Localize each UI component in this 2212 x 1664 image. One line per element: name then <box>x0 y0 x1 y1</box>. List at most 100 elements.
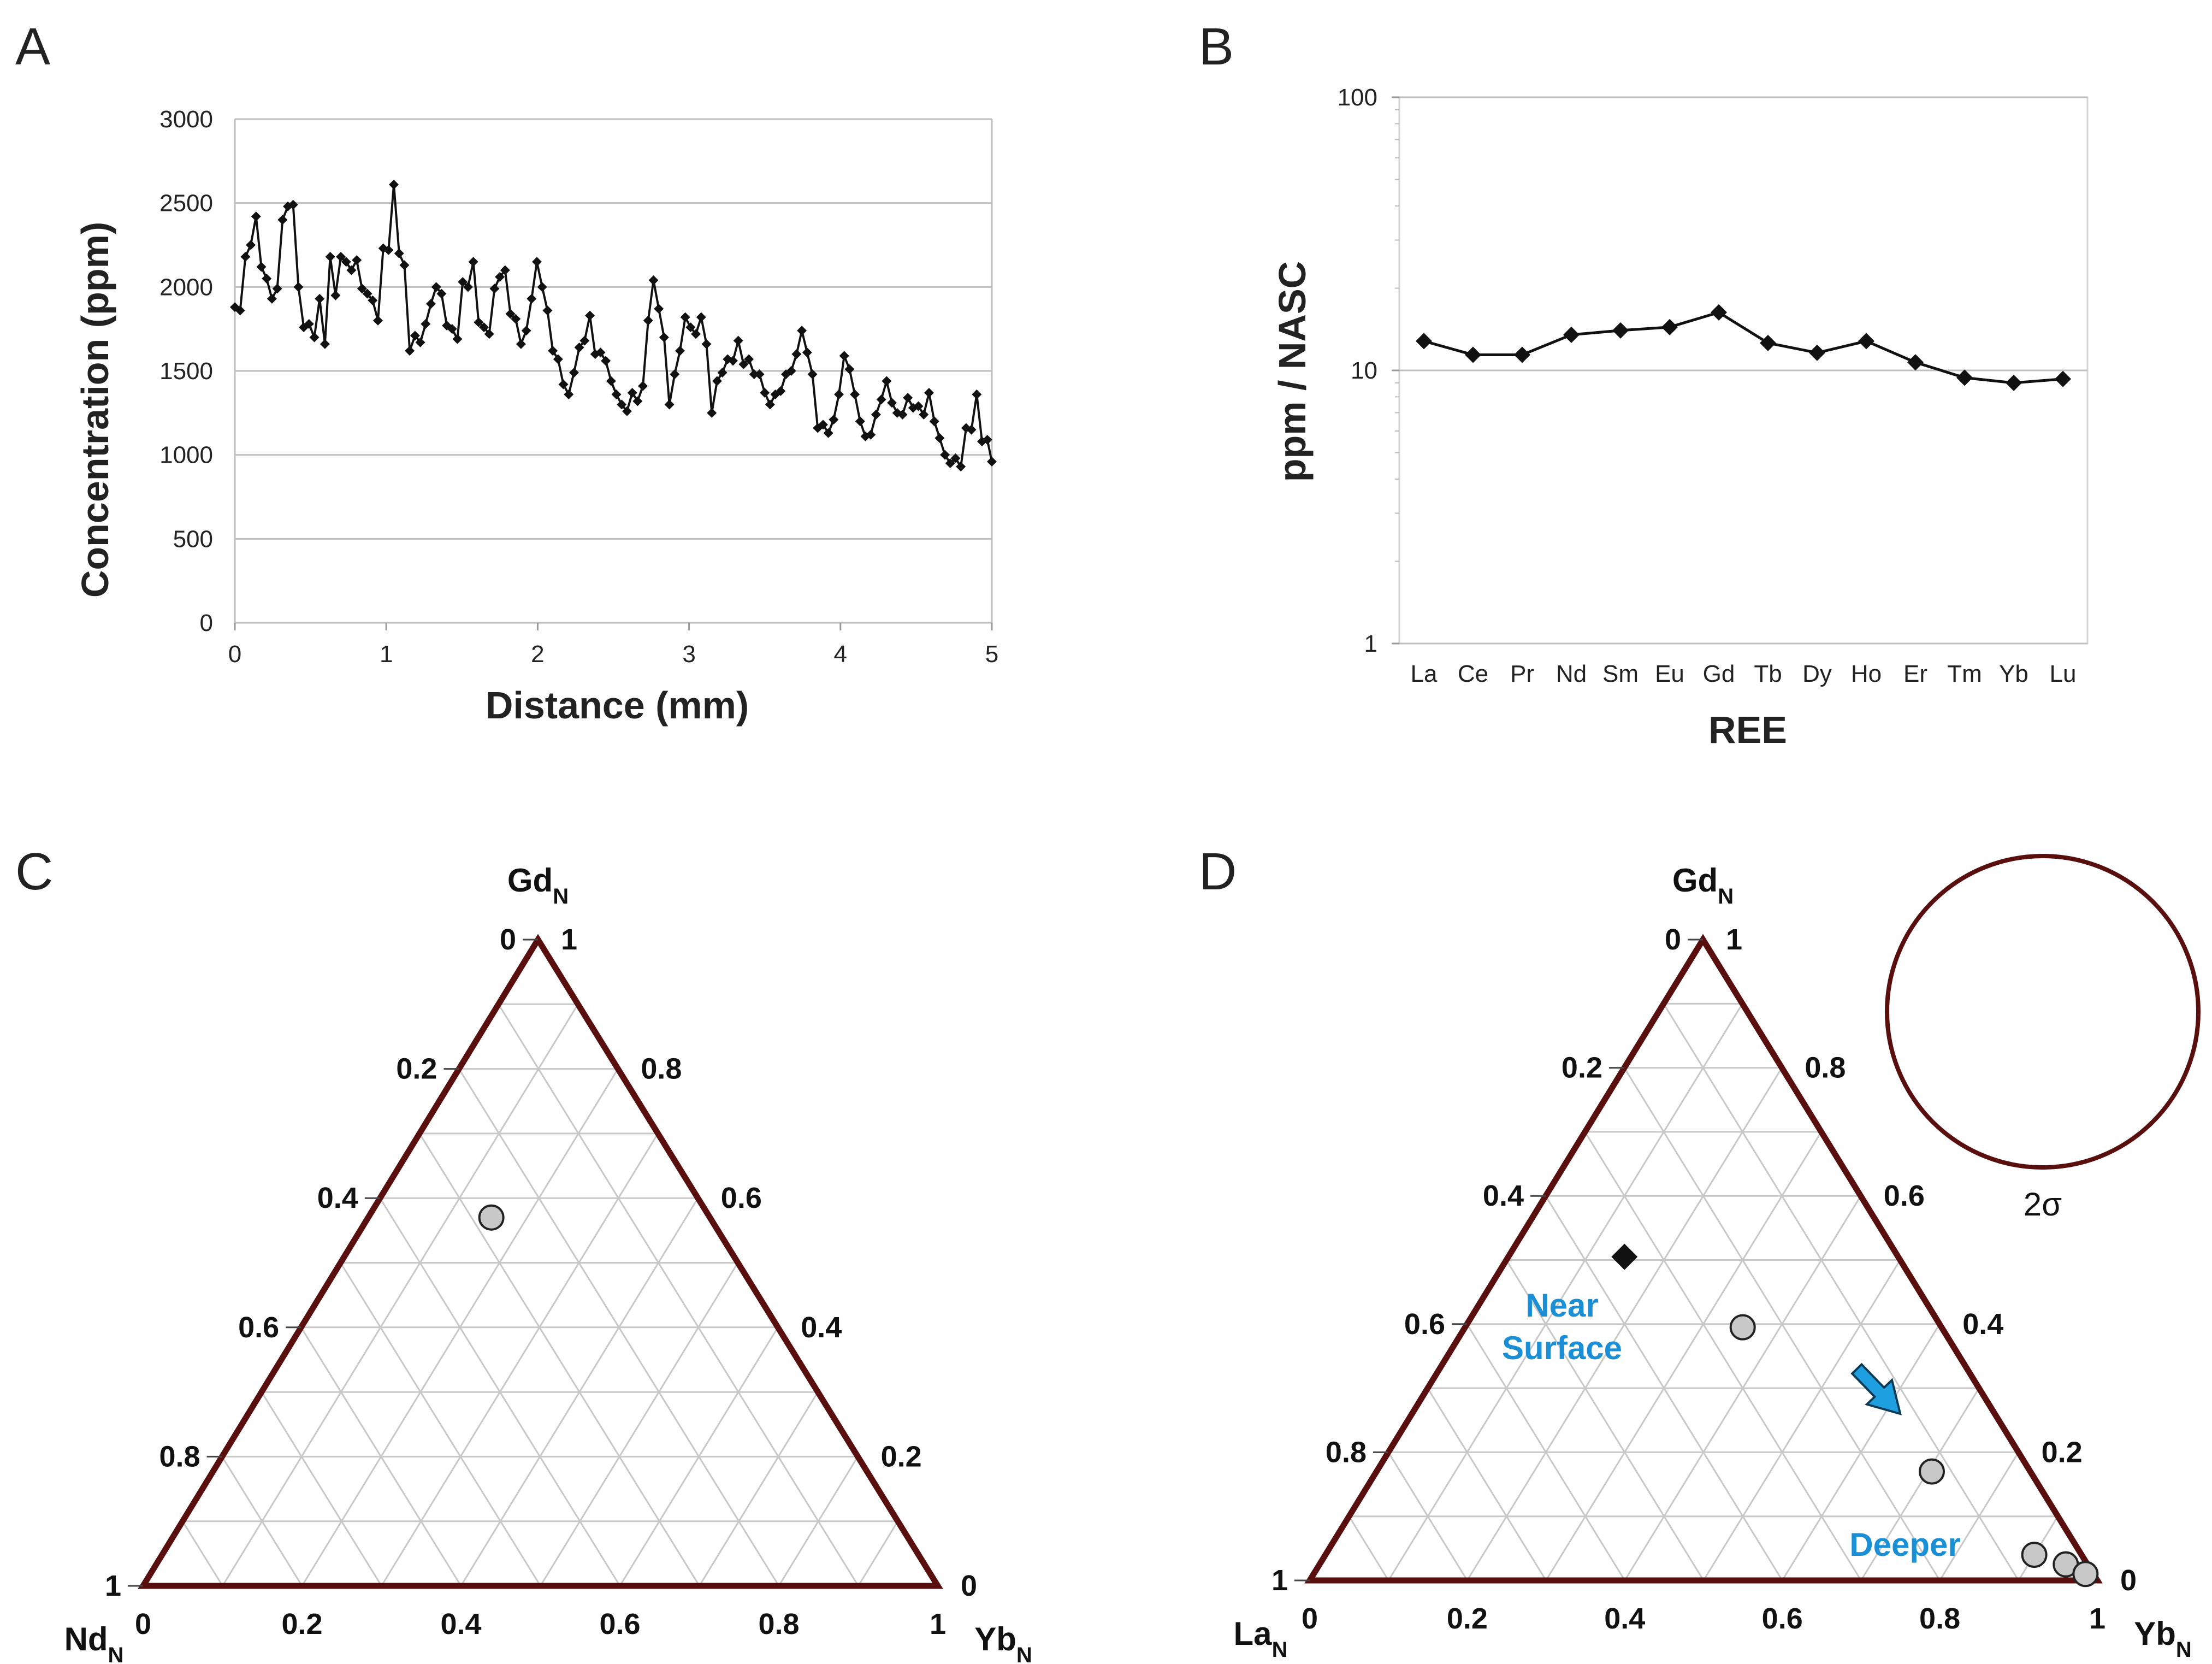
panel-a-data-point <box>929 416 939 427</box>
panel-a-data-point <box>362 288 372 299</box>
ternary-bottom-tick-label: 0.2 <box>1447 1602 1488 1635</box>
panel-b-data-point <box>2006 374 2022 391</box>
panel-a-data-point <box>478 322 489 333</box>
ternary-left-tick-label: 0.8 <box>1326 1436 1367 1468</box>
panel-a-data-point <box>622 406 632 416</box>
panel-a-data-point <box>913 401 924 411</box>
panel-a-x-tick-label: 3 <box>682 641 695 668</box>
ternary-top-vertex-label: GdN <box>1672 862 1734 908</box>
panel-b-x-tick-label: Yb <box>1999 660 2028 687</box>
panel-a-data-point <box>447 324 457 334</box>
ternary-right-tick-label: 1 <box>561 923 577 956</box>
panel-b: B 1 10 100 La Ce Pr Nd Sm Eu Gd Tb Dy Ho Er Tm Yb Lu RE… <box>1199 17 2089 751</box>
panel-a-data-point <box>680 312 690 322</box>
ternary-right-tick-label: 0.6 <box>1884 1179 1925 1212</box>
panel-a-data-point <box>972 390 982 400</box>
panel-a-data-point <box>935 433 945 443</box>
panel-a-data-point <box>537 282 547 292</box>
panel-a-data-point <box>240 252 251 262</box>
panel-a-data-point <box>352 255 362 265</box>
ternary-gridline <box>340 1262 541 1586</box>
ternary-right-tick-label: 0.6 <box>721 1182 762 1214</box>
panel-a-data-point <box>606 376 616 386</box>
ternary-bottom-tick-label: 0.6 <box>1762 1602 1803 1635</box>
panel-a-data-point <box>919 409 929 420</box>
panel-a-data-point <box>876 394 886 405</box>
panel-a-data-point <box>277 215 288 225</box>
panel-a-data-point <box>595 347 606 358</box>
panel-a-data-point <box>399 260 410 270</box>
ternary-left-vertex-label: LaN <box>1234 1615 1288 1662</box>
ternary-left-tick-label: 0.8 <box>159 1440 200 1473</box>
panel-a-data-point <box>272 284 282 294</box>
panel-a-data-point <box>691 329 701 339</box>
panel-a-data-point <box>738 359 749 369</box>
panel-a-data-point <box>489 284 500 294</box>
panel-a-x-tick-label: 2 <box>531 641 544 668</box>
ternary-gridline <box>1702 1259 1901 1581</box>
panel-a-data-point <box>648 275 659 286</box>
ternary-gridline <box>1505 1259 1705 1581</box>
panel-a-markers <box>230 179 997 472</box>
panel-a-data-point <box>611 390 622 400</box>
panel-a-data-point <box>749 369 759 380</box>
annotation-near: Near <box>1525 1287 1598 1324</box>
panel-a-data-point <box>516 339 526 349</box>
ternary-bottom-tick-label: 0.6 <box>599 1608 640 1641</box>
panel-b-x-tick-label: Gd <box>1703 660 1735 687</box>
ternary-left-tick-label: 1 <box>105 1569 121 1602</box>
ternary-right-tick-label: 0.8 <box>641 1053 682 1085</box>
ternary-data-point <box>2072 1561 2099 1588</box>
panel-a-data-point <box>839 351 849 361</box>
panel-a-y-axis-title: Concentration (ppm) <box>74 222 116 598</box>
panel-a-data-point <box>394 248 404 258</box>
panel-a-data-point <box>765 399 775 410</box>
panel-a-y-tick-label: 2500 <box>159 190 213 217</box>
panel-b-x-tick-label: La <box>1411 660 1438 687</box>
panel-a-data-point <box>627 387 637 398</box>
panel-b-y-tick-label: 10 <box>1351 357 1377 384</box>
panel-a-data-point <box>532 257 542 267</box>
panel-d-ternary: 0 0 0 0.2 0.2 0.2 0.4 0.4 0.4 0.6 0.6 0.6 0.8 0.8 0.8 1… <box>1234 862 2192 1662</box>
panel-b-x-axis-title: REE <box>1708 709 1787 751</box>
ternary-data-point <box>478 1204 505 1231</box>
panel-a-data-point <box>866 429 876 440</box>
ternary-gridline <box>857 1520 899 1586</box>
ternary-gridline <box>619 1327 779 1586</box>
panel-a-data-point <box>309 332 320 343</box>
panel-b-y-tick-labels: 1 10 100 <box>1338 84 1377 657</box>
panel-a-data-point <box>511 314 521 324</box>
panel-a-data-point <box>463 282 473 292</box>
ternary-bottom-tick-label: 0 <box>1302 1602 1318 1635</box>
ternary-left-tick-label: 0.6 <box>1404 1308 1445 1341</box>
panel-a-data-point <box>569 368 579 378</box>
ternary-bottom-tick-label: 0.4 <box>1604 1602 1645 1635</box>
panel-a-y-tick-label: 500 <box>173 526 213 552</box>
panel-a-data-point <box>542 305 553 316</box>
panel-a-data-point <box>982 435 992 445</box>
panel-a-data-point <box>251 211 261 222</box>
ternary-right-tick-label: 0 <box>2120 1564 2137 1597</box>
panel-a-data-point <box>564 390 574 400</box>
ternary-gridline <box>1545 1131 1822 1581</box>
ternary-left-tick-label: 0 <box>500 923 516 956</box>
ternary-left-tick-label: 1 <box>1271 1564 1288 1597</box>
panel-b-data-point <box>1661 318 1678 335</box>
panel-a-data-point <box>405 346 415 356</box>
panel-a-x-axis-title: Distance (mm) <box>486 684 749 727</box>
panel-a-data-point <box>754 369 765 380</box>
panel-a-data-point <box>945 458 955 469</box>
ternary-right-vertex-label: YbN <box>2134 1615 2192 1662</box>
panel-a-data-point <box>527 293 537 304</box>
panel-a-data-point <box>685 322 696 333</box>
panel-a-data-point <box>717 368 728 378</box>
panel-a-data-point <box>262 273 272 284</box>
panel-a-data-point <box>776 386 786 396</box>
panel-a-data-point <box>267 293 277 304</box>
ternary-gridline <box>222 1004 579 1586</box>
panel-a-data-point <box>293 282 304 292</box>
panel-a-data-point <box>474 317 484 327</box>
panel-a-x-tick-label: 0 <box>228 641 241 668</box>
annotation-surface: Surface <box>1502 1330 1622 1366</box>
ternary-right-vertex-label: YbN <box>974 1621 1032 1664</box>
